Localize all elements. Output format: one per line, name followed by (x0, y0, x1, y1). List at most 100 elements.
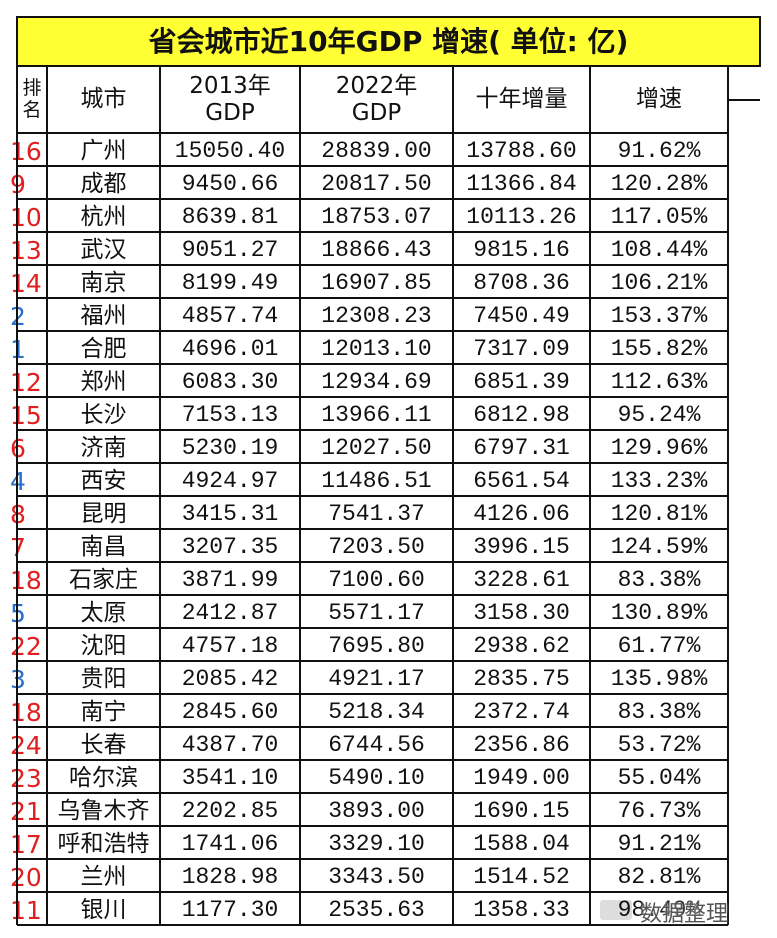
city: 银川 (80, 897, 127, 924)
header-text: 2022年 (335, 73, 418, 100)
rank: 14 (10, 269, 42, 298)
value-cell: 1741.06 (181, 831, 279, 858)
value-cell: 130.89% (610, 600, 708, 627)
value-cell: 6744.56 (328, 732, 425, 759)
value-cell: 28839.00 (321, 138, 432, 165)
value-cell: 8199.49 (181, 270, 279, 297)
grid-line (17, 16, 760, 18)
value-cell: 18753.07 (321, 204, 432, 231)
value-cell: 108.44% (610, 237, 708, 264)
value-cell: 11486.51 (321, 468, 432, 495)
header-text: 排 (22, 76, 42, 99)
grid-line (17, 594, 728, 596)
city: 昆明 (80, 501, 127, 528)
value-cell: 7541.37 (328, 501, 425, 528)
grid-line (759, 16, 761, 67)
grid-line (17, 792, 728, 794)
value-cell: 133.23% (610, 468, 708, 495)
grid-line (299, 66, 301, 925)
city: 合肥 (80, 336, 127, 363)
city: 杭州 (80, 204, 127, 231)
grid-line (17, 759, 728, 761)
value-cell: 8639.81 (181, 204, 279, 231)
value-cell: 2835.75 (473, 666, 570, 693)
grid-line (17, 231, 728, 233)
city: 西安 (80, 468, 127, 495)
grid-line (728, 99, 760, 101)
value-cell: 55.04% (617, 765, 701, 792)
rank: 10 (10, 203, 42, 232)
header-text: 2013年 (189, 73, 271, 100)
rank: 12 (10, 368, 42, 397)
rank: 22 (10, 632, 42, 661)
value-cell: 8708.36 (473, 270, 570, 297)
value-cell: 83.38% (617, 567, 701, 594)
value-cell: 16907.85 (321, 270, 432, 297)
value-cell: 1690.15 (473, 798, 570, 825)
grid-line (17, 924, 728, 926)
value-cell: 7153.13 (181, 402, 279, 429)
grid-line (16, 16, 18, 925)
value-cell: 5490.10 (328, 765, 425, 792)
grid-line (17, 660, 728, 662)
value-cell: 153.37% (610, 303, 708, 330)
city: 沈阳 (80, 633, 127, 660)
value-cell: 4696.01 (181, 336, 279, 363)
city: 长春 (80, 732, 127, 759)
value-cell: 53.72% (617, 732, 701, 759)
city: 哈尔滨 (69, 765, 138, 792)
value-cell: 106.21% (610, 270, 708, 297)
value-cell: 82.81% (617, 864, 701, 891)
city: 兰州 (80, 864, 127, 891)
grid-line (17, 858, 728, 860)
city: 武汉 (80, 237, 127, 264)
value-cell: 3207.35 (181, 534, 279, 561)
value-cell: 95.24% (617, 402, 701, 429)
value-cell: 10113.26 (466, 204, 577, 231)
city: 郑州 (80, 369, 127, 396)
city: 呼和浩特 (57, 831, 150, 858)
header-text: GDP (205, 99, 255, 126)
value-cell: 4387.70 (181, 732, 279, 759)
rank: 18 (10, 698, 42, 727)
header-text: GDP (351, 99, 402, 126)
value-cell: 3415.31 (181, 501, 279, 528)
value-cell: 12934.69 (321, 369, 432, 396)
city: 成都 (80, 171, 127, 198)
title: 省会城市近10年GDP 增速( 单位: 亿) (17, 18, 760, 66)
grid-line (727, 66, 729, 925)
value-cell: 13788.60 (466, 138, 577, 165)
value-cell: 4921.17 (328, 666, 425, 693)
grid-line (17, 65, 760, 67)
grid-line (17, 132, 728, 134)
grid-line (17, 627, 728, 629)
grid-line (17, 396, 728, 398)
header-text: 名 (22, 98, 42, 121)
grid-line (17, 264, 728, 266)
value-cell: 91.62% (617, 138, 701, 165)
rank: 13 (10, 236, 42, 265)
header-cell: 十年增量 (453, 66, 590, 133)
value-cell: 6797.31 (473, 435, 570, 462)
header-cell: 城市 (47, 66, 160, 133)
grid-line (17, 165, 728, 167)
grid-line (17, 693, 728, 695)
value-cell: 1514.52 (473, 864, 570, 891)
value-cell: 2202.85 (181, 798, 279, 825)
grid-line (17, 330, 728, 332)
city: 福州 (80, 303, 127, 330)
rank: 17 (10, 830, 42, 859)
value-cell: 61.77% (617, 633, 701, 660)
city: 南昌 (80, 534, 127, 561)
value-cell: 12013.10 (321, 336, 432, 363)
value-cell: 2372.74 (473, 699, 570, 726)
value-cell: 1177.30 (181, 897, 279, 924)
grid-line (159, 66, 161, 925)
header-cell: 增速 (590, 66, 728, 133)
grid-line (17, 825, 728, 827)
value-cell: 9450.66 (181, 171, 279, 198)
value-cell: 135.98% (610, 666, 708, 693)
rank: 11 (10, 896, 42, 925)
city: 广州 (80, 138, 127, 165)
value-cell: 2085.42 (181, 666, 279, 693)
